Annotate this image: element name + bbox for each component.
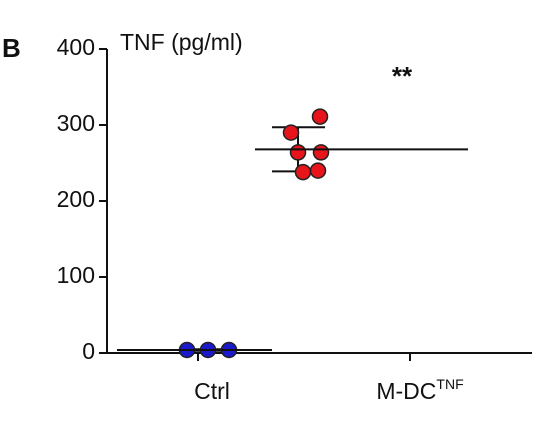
- x-tick-label: Ctrl: [194, 378, 230, 404]
- category-superscript: TNF: [436, 376, 463, 392]
- y-tick-label: 400: [57, 34, 95, 60]
- y-tick-label: 100: [57, 262, 95, 288]
- data-point: [282, 124, 300, 141]
- y-tick-label: 300: [57, 110, 95, 136]
- data-point: [289, 144, 307, 161]
- category-label: M-DC: [376, 378, 436, 404]
- data-point: [312, 144, 330, 161]
- chart-title: TNF (pg/ml): [120, 29, 243, 55]
- y-tick-label: 200: [57, 186, 95, 212]
- significance: **: [392, 61, 413, 91]
- category-label: Ctrl: [194, 378, 230, 404]
- x-tick-label: M-DCTNF: [376, 376, 463, 404]
- panel-label: B: [2, 33, 21, 63]
- data-point: [309, 162, 327, 179]
- data-point: [311, 108, 329, 125]
- y-tick-label: 0: [82, 338, 95, 364]
- data-point: [294, 163, 312, 181]
